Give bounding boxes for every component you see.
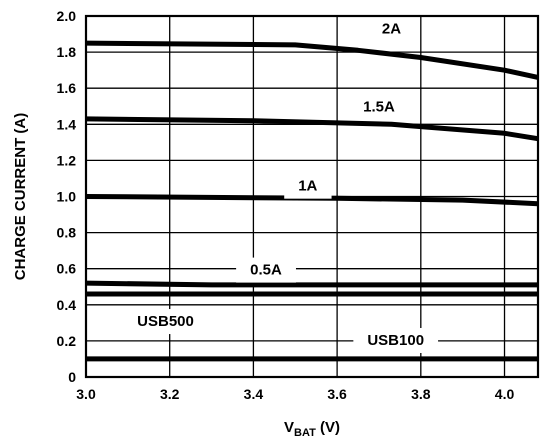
x-tick-label: 3.2 <box>160 386 180 402</box>
x-tick-labels: 3.0 3.2 3.4 3.6 3.8 4.0 <box>76 386 514 402</box>
series-line-2a <box>85 40 539 80</box>
series-label-group: USB500 <box>123 309 208 335</box>
y-tick-label: 1.2 <box>57 152 77 168</box>
y-tick-label: 1.0 <box>57 189 77 205</box>
series-label-group: 1A <box>284 173 332 199</box>
series-label-group: 2A <box>367 16 416 42</box>
series-label-background <box>123 309 208 335</box>
y-tick-label: 0.2 <box>57 333 77 349</box>
y-axis-title: CHARGE CURRENT (A) <box>12 113 29 281</box>
series-label: USB100 <box>367 332 424 349</box>
series-line-0p5a <box>85 280 538 288</box>
y-tick-label: 1.4 <box>57 116 77 132</box>
series-label-group: USB100 <box>353 327 439 353</box>
plot-frame <box>84 14 540 379</box>
series-label-background <box>236 257 296 283</box>
series-lines <box>85 40 539 362</box>
series-label-background <box>353 327 439 353</box>
series-line-1p5a <box>85 116 539 142</box>
series-labels: 2A 1.5A 1A 0.5A USB500 USB100 <box>123 16 439 353</box>
series-label: 1.5A <box>363 98 395 115</box>
series-line-1a <box>85 194 539 207</box>
x-axis-title-subscript: BAT <box>294 427 316 439</box>
y-tick-label: 0.6 <box>57 261 77 277</box>
y-tick-label: 0.8 <box>57 225 77 241</box>
series-label: USB500 <box>137 313 194 330</box>
series-label: 2A <box>382 21 401 38</box>
y-tick-label: 1.6 <box>57 80 77 96</box>
series-label-background <box>284 173 332 199</box>
x-axis-title-unit: (V) <box>316 419 340 436</box>
x-tick-label: 3.4 <box>244 386 264 402</box>
x-axis-title-main: V <box>284 419 294 436</box>
series-label: 0.5A <box>250 262 282 279</box>
y-tick-label: 2.0 <box>57 8 77 24</box>
x-axis-title: VBAT (V) <box>284 419 340 439</box>
series-label: 1A <box>298 178 317 195</box>
x-tick-label: 3.6 <box>327 386 347 402</box>
y-tick-label: 0.4 <box>57 297 77 313</box>
series-label-background <box>367 16 416 42</box>
series-label-background <box>349 94 409 120</box>
x-tick-label: 4.0 <box>495 386 515 402</box>
series-label-group: 1.5A <box>349 94 409 120</box>
y-tick-labels: 0 0.2 0.4 0.6 0.8 1.0 1.2 1.4 1.6 1.8 2.0 <box>57 8 77 385</box>
y-tick-label: 1.8 <box>57 44 77 60</box>
y-tick-label: 0 <box>68 369 76 385</box>
x-tick-label: 3.8 <box>411 386 431 402</box>
series-label-group: 0.5A <box>236 257 296 283</box>
x-tick-label: 3.0 <box>76 386 96 402</box>
